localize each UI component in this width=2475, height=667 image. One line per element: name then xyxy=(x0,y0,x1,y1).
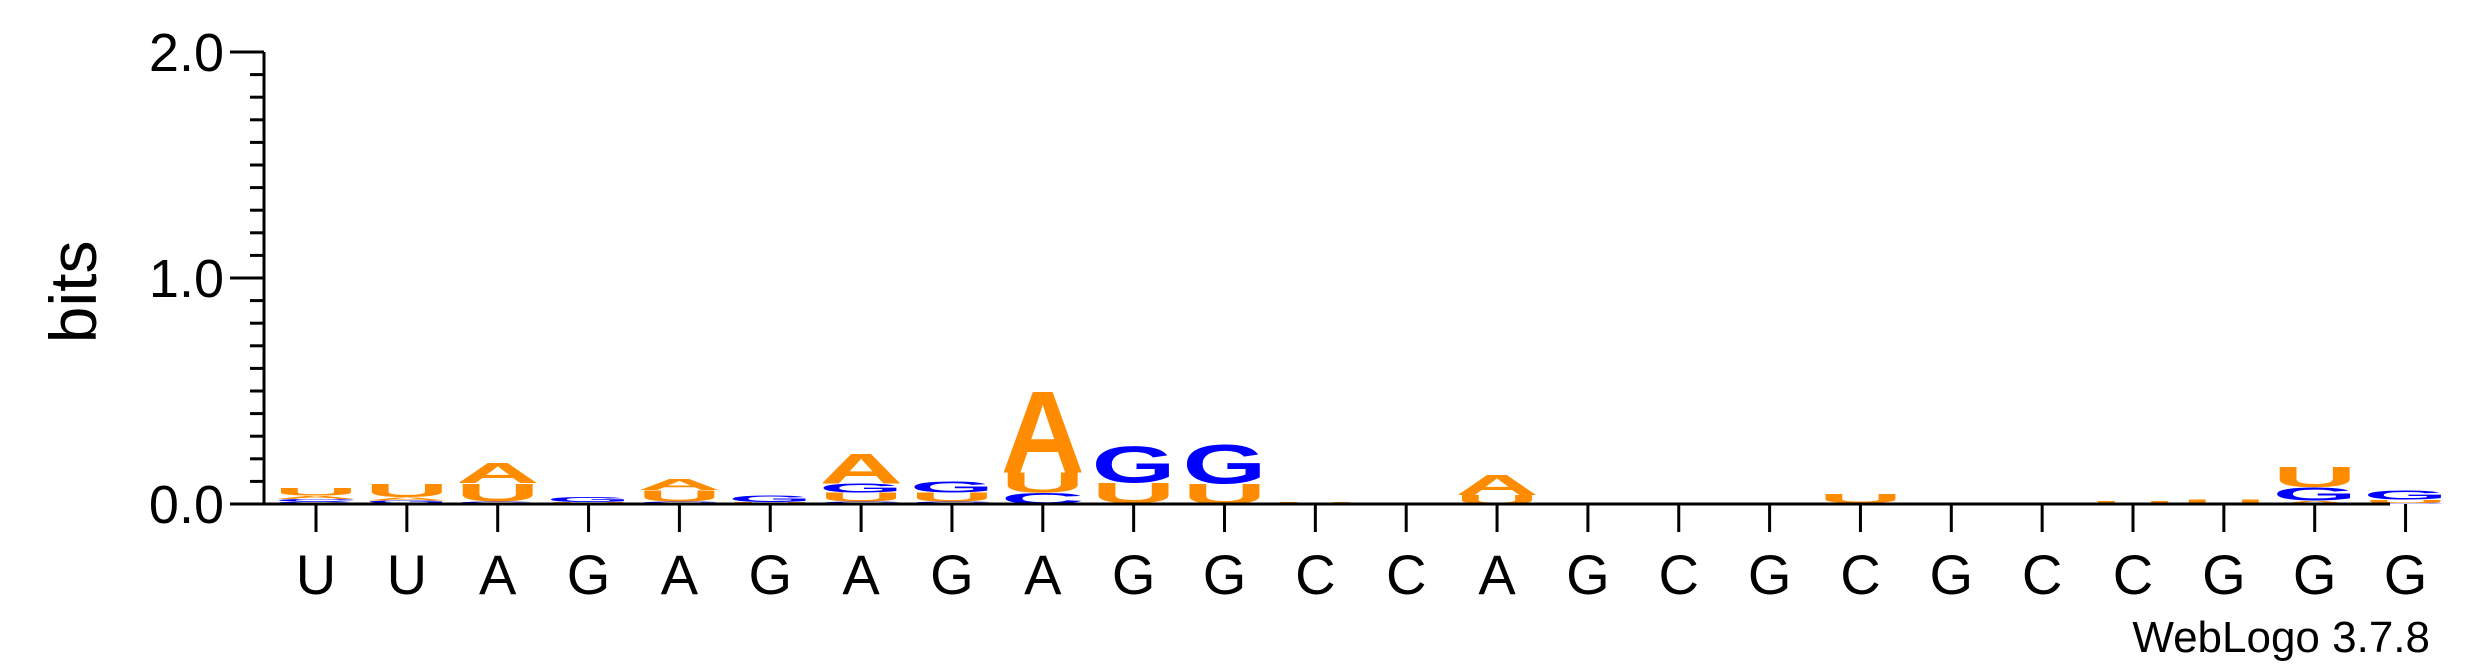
position-label: G xyxy=(2202,543,2246,606)
position-label: C xyxy=(1659,543,1699,606)
logo-letter-C: C xyxy=(2364,503,2448,505)
position-label: G xyxy=(748,543,792,606)
position-label: C xyxy=(2113,543,2153,606)
logo-letter-G: G xyxy=(1092,435,1176,493)
position-label: C xyxy=(1295,543,1335,606)
logo-letter-U: U xyxy=(274,486,358,498)
logo-letter-U: U xyxy=(2364,499,2448,504)
logo-letter-A: A xyxy=(456,457,540,489)
logo-letter-G: G xyxy=(1183,434,1267,496)
position-label: C xyxy=(1840,543,1880,606)
position-label: G xyxy=(2384,543,2428,606)
logo-letter-A: A xyxy=(274,495,358,500)
weblogo-credit: WebLogo 3.7.8 xyxy=(2132,613,2430,662)
position-label: G xyxy=(1748,543,1792,606)
y-axis-label: bits xyxy=(36,241,110,344)
position-label: C xyxy=(1386,543,1426,606)
position-label: A xyxy=(661,543,699,606)
plot-area: GCAUCGAUGUAUGCUAUGCUGACUGCUAAUGUGUUUACUU… xyxy=(274,366,2448,510)
position-label: G xyxy=(930,543,974,606)
logo-letter-G: G xyxy=(547,496,631,504)
logo-letter-U: U xyxy=(2091,500,2175,505)
logo-letter-U: U xyxy=(819,490,903,504)
logo-letter-U: U xyxy=(365,480,449,501)
logo-letter-G: G xyxy=(819,481,903,495)
logo-letter-G: G xyxy=(2364,488,2448,502)
position-label: G xyxy=(1112,543,1156,606)
position-label: A xyxy=(1024,543,1062,606)
logo-letter-U: U xyxy=(1001,467,1085,499)
position-label: G xyxy=(567,543,611,606)
y-axis-ticks: 0.0 1.0 2.0 xyxy=(149,23,264,535)
logo-letter-A: A xyxy=(365,496,449,501)
logo-letter-A: A xyxy=(819,445,903,493)
logo-letter-G: G xyxy=(910,479,994,497)
y-tick-label: 2.0 xyxy=(149,23,224,83)
logo-letter-G: G xyxy=(728,494,812,505)
logo-letter-A: A xyxy=(2273,500,2357,505)
logo-letter-U: U xyxy=(1818,491,1902,505)
position-label: A xyxy=(842,543,880,606)
position-label: G xyxy=(2293,543,2337,606)
logo-letter-G: G xyxy=(365,500,449,504)
position-label: G xyxy=(1566,543,1610,606)
position-label: G xyxy=(1930,543,1974,606)
position-label: C xyxy=(2022,543,2062,606)
logo-letter-U: U xyxy=(2273,461,2357,493)
logo-letter-U: U xyxy=(637,487,721,505)
logo-letter-G: G xyxy=(2273,484,2357,505)
position-label: U xyxy=(387,543,427,606)
position-label: A xyxy=(479,543,517,606)
position-label: A xyxy=(1478,543,1516,606)
logo-letter-U: U xyxy=(2182,498,2266,505)
position-label: G xyxy=(1203,543,1247,606)
logo-letter-C: C xyxy=(274,498,358,501)
logo-letter-U: U xyxy=(910,490,994,504)
logo-letter-U: U xyxy=(456,478,540,506)
position-label: U xyxy=(296,543,336,606)
logo-letter-A: A xyxy=(637,476,721,494)
y-tick-label: 0.0 xyxy=(149,475,224,535)
y-tick-label: 1.0 xyxy=(149,249,224,309)
logo-letter-A: A xyxy=(1455,469,1539,501)
logo-letter-A: A xyxy=(1001,366,1085,497)
